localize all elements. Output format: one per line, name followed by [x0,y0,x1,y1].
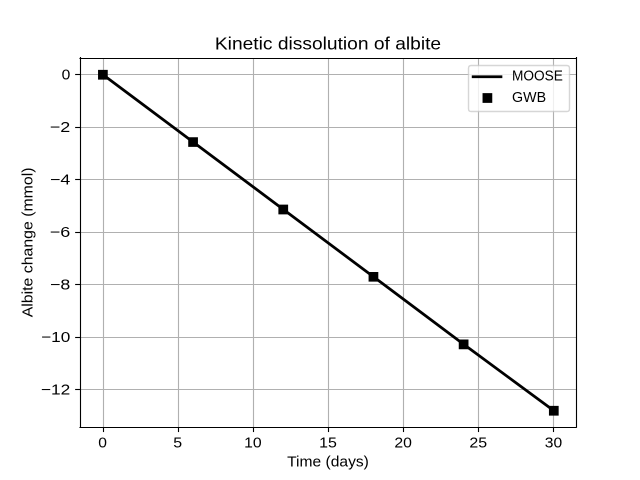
svg-text:0: 0 [98,435,107,451]
svg-text:−2: −2 [50,120,70,136]
svg-text:30: 30 [545,435,562,451]
svg-text:5: 5 [173,435,182,451]
svg-text:Time (days): Time (days) [287,454,369,470]
svg-text:−12: −12 [41,382,70,398]
svg-text:−10: −10 [41,330,70,346]
svg-text:25: 25 [469,435,487,451]
svg-text:−8: −8 [50,278,70,294]
svg-text:0: 0 [62,68,71,84]
svg-text:−4: −4 [50,173,70,189]
svg-text:15: 15 [319,435,337,451]
svg-text:20: 20 [394,435,412,451]
svg-text:MOOSE: MOOSE [512,69,563,85]
svg-text:−6: −6 [50,225,70,241]
svg-text:Albite change (mmol): Albite change (mmol) [21,167,37,317]
svg-text:GWB: GWB [512,90,546,106]
svg-text:10: 10 [244,435,262,451]
svg-text:Kinetic dissolution of albite: Kinetic dissolution of albite [215,33,441,53]
